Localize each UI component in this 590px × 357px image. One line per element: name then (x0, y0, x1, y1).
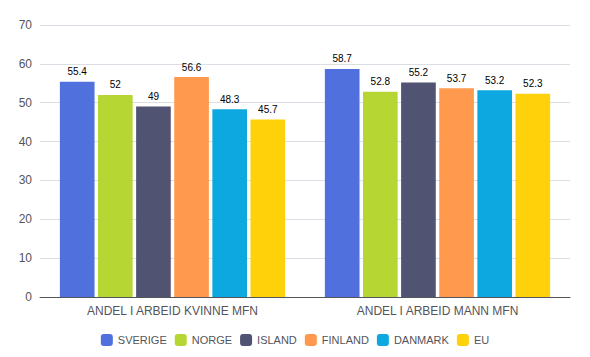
svg-text:52.3: 52.3 (523, 78, 543, 89)
svg-text:55.4: 55.4 (67, 66, 87, 77)
svg-text:NORGE: NORGE (192, 334, 232, 346)
svg-text:50: 50 (19, 96, 33, 110)
svg-text:52: 52 (110, 79, 122, 90)
svg-text:40: 40 (19, 135, 33, 149)
svg-text:52.8: 52.8 (371, 76, 391, 87)
svg-text:ANDEL I ARBEID MANN MFN: ANDEL I ARBEID MANN MFN (357, 304, 519, 318)
svg-text:45.7: 45.7 (258, 104, 278, 115)
svg-text:53.2: 53.2 (485, 75, 505, 86)
svg-text:30: 30 (19, 173, 33, 187)
svg-text:SVERIGE: SVERIGE (118, 334, 167, 346)
svg-text:ANDEL I ARBEID KVINNE MFN: ANDEL I ARBEID KVINNE MFN (87, 304, 258, 318)
svg-text:49: 49 (148, 91, 160, 102)
svg-text:48.3: 48.3 (220, 94, 240, 105)
svg-text:55.2: 55.2 (409, 67, 429, 78)
svg-text:58.7: 58.7 (332, 53, 352, 64)
svg-text:DANMARK: DANMARK (394, 334, 450, 346)
svg-text:70: 70 (19, 18, 33, 32)
svg-text:53.7: 53.7 (447, 73, 467, 84)
svg-text:60: 60 (19, 57, 33, 71)
svg-text:10: 10 (19, 251, 33, 265)
svg-text:EU: EU (474, 334, 489, 346)
svg-text:FINLAND: FINLAND (322, 334, 369, 346)
svg-text:20: 20 (19, 212, 33, 226)
svg-text:0: 0 (25, 290, 32, 304)
svg-text:ISLAND: ISLAND (257, 334, 297, 346)
svg-text:56.6: 56.6 (182, 62, 202, 73)
